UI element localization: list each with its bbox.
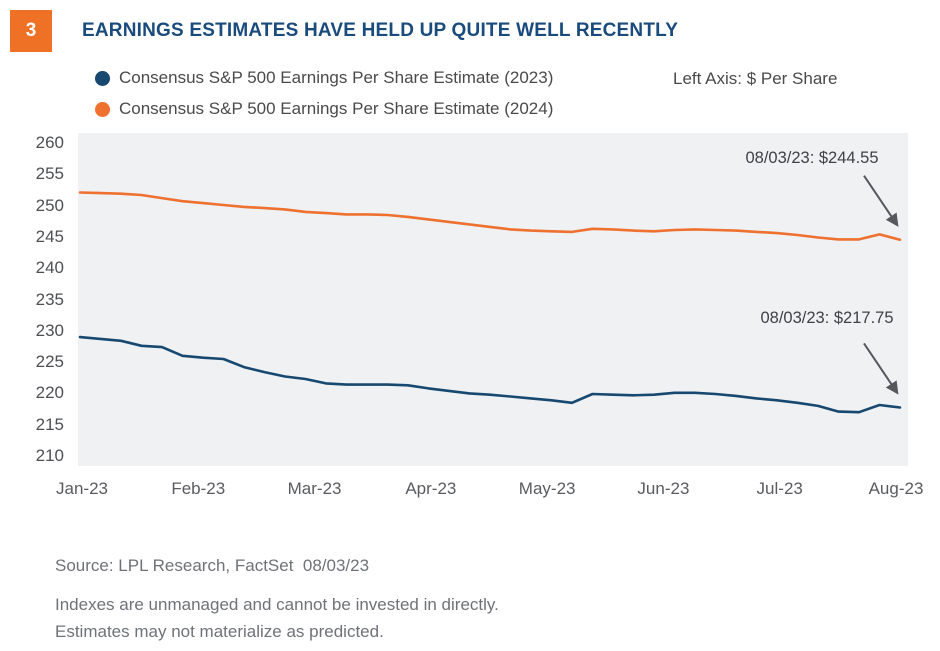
legend-dot-2023-icon	[95, 70, 110, 86]
chart-title: EARNINGS ESTIMATES HAVE HELD UP QUITE WE…	[82, 20, 679, 41]
x-tick-label: Apr-23	[405, 479, 457, 498]
x-tick-label: Jul-23	[756, 479, 803, 498]
x-tick-label: Aug-23	[868, 479, 924, 498]
annotation-2023-value: 08/03/23: $217.75	[760, 309, 894, 327]
annotation-arrow-icon	[863, 342, 899, 395]
y-tick-label: 255	[35, 164, 64, 184]
x-tick-label: May-23	[518, 479, 576, 498]
legend-item-2023: Consensus S&P 500 Earnings Per Share Est…	[95, 67, 553, 89]
source-text: Source: LPL Research, FactSet 08/03/23	[55, 556, 370, 575]
x-axis: Jan-23 Feb-23 Mar-23 Apr-23 May-23 Jun-23 Jul-…	[56, 477, 923, 501]
y-tick-label: 250	[35, 195, 64, 215]
y-tick-label: 235	[35, 289, 64, 309]
y-tick-label: 260	[35, 133, 64, 152]
left-axis-note: Left Axis: $ Per Share	[673, 69, 838, 88]
y-axis: 260 255 250 245 240 235 230 225 220 215 210	[0, 133, 64, 466]
disclaimer-line-1: Indexes are unmanaged and cannot be inve…	[55, 595, 499, 614]
y-tick-label: 225	[35, 352, 64, 372]
legend-label-2023: Consensus S&P 500 Earnings Per Share Est…	[119, 68, 554, 87]
y-tick-label: 245	[35, 226, 64, 246]
series-line	[78, 335, 902, 414]
plot-area: 08/03/23: $244.55 08/03/23: $217.75	[78, 133, 908, 466]
x-tick-label: Jun-23	[637, 479, 690, 498]
series-line	[78, 191, 902, 241]
disclaimer-line-2: Estimates may not materialize as predict…	[55, 622, 384, 641]
y-tick-label: 230	[35, 320, 64, 340]
y-tick-label: 210	[35, 446, 64, 465]
x-tick-label: Jan-23	[56, 479, 108, 498]
legend-label-2024: Consensus S&P 500 Earnings Per Share Est…	[119, 99, 554, 118]
figure-number-badge: 3	[10, 10, 52, 52]
chart-canvas	[78, 175, 902, 414]
legend-item-2024: Consensus S&P 500 Earnings Per Share Est…	[95, 98, 553, 120]
x-tick-label: Mar-23	[287, 479, 342, 498]
annotation-arrow-icon	[863, 175, 899, 227]
legend-dot-2024-icon	[95, 101, 110, 117]
y-tick-label: 215	[35, 414, 64, 434]
y-tick-label: 240	[35, 258, 64, 278]
y-tick-label: 220	[35, 383, 64, 403]
x-tick-label: Feb-23	[171, 479, 226, 498]
annotation-2024-value: 08/03/23: $244.55	[745, 149, 879, 167]
